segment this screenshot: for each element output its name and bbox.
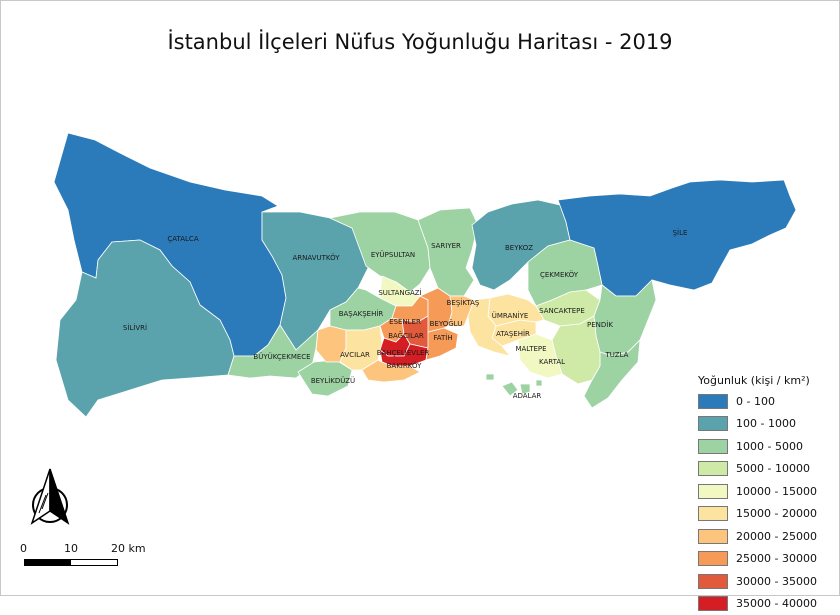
legend-items: 0 - 100 100 - 1000 1000 - 5000 5000 - 10… — [698, 390, 817, 615]
legend-item: 20000 - 25000 — [698, 525, 817, 548]
legend-swatch — [698, 596, 728, 611]
label-besiktas: BEŞİKTAŞ — [447, 298, 480, 307]
legend-swatch — [698, 529, 728, 544]
district-adalar-island — [486, 374, 494, 380]
label-catalca: ÇATALCA — [167, 235, 198, 243]
scale-tick-10: 10 — [64, 542, 78, 555]
label-cekmekoy: ÇEKMEKÖY — [540, 270, 579, 279]
label-kartal: KARTAL — [539, 358, 565, 366]
legend-swatch — [698, 551, 728, 566]
legend-label: 10000 - 15000 — [736, 485, 817, 498]
label-bakirkoy: BAKIRKÖY — [387, 361, 422, 370]
legend-swatch — [698, 394, 728, 409]
district-fatih[interactable] — [426, 328, 458, 360]
label-tuzla: TUZLA — [605, 351, 629, 359]
legend-swatch — [698, 461, 728, 476]
legend-item: 25000 - 30000 — [698, 548, 817, 571]
legend-swatch — [698, 439, 728, 454]
label-bahcelievler: BAHÇELİEVLER — [377, 348, 430, 357]
legend-swatch — [698, 506, 728, 521]
legend-label: 1000 - 5000 — [736, 440, 803, 453]
scale-tick-0: 0 — [20, 542, 27, 555]
label-fatih: FATİH — [433, 333, 452, 342]
district-adalar-island — [536, 380, 542, 386]
legend-item: 5000 - 10000 — [698, 458, 817, 481]
legend-item: 10000 - 15000 — [698, 480, 817, 503]
scale-tick-20: 20 km — [111, 542, 146, 555]
label-maltepe: MALTEPE — [515, 345, 546, 353]
label-pendik: PENDİK — [587, 320, 613, 329]
label-sariyer: SARIYER — [431, 242, 461, 250]
label-silivri: SİLİVRİ — [123, 323, 147, 332]
label-sancaktepe: SANCAKTEPE — [539, 307, 585, 315]
legend-item: 0 - 100 — [698, 390, 817, 413]
legend-item: 15000 - 20000 — [698, 503, 817, 526]
label-atasehir: ATAŞEHİR — [496, 329, 530, 338]
label-sultangazi: SULTANGAZİ — [378, 288, 421, 297]
legend-item: 30000 - 35000 — [698, 570, 817, 593]
legend: Yoğunluk (kişi / km²) 0 - 100 100 - 1000… — [698, 374, 817, 615]
legend-item: 1000 - 5000 — [698, 435, 817, 458]
label-arnavutkoy: ARNAVUTKÖY — [292, 253, 340, 262]
scale-bar-graphic — [24, 559, 118, 566]
label-beyoglu: BEYOĞLU — [430, 319, 463, 328]
legend-label: 100 - 1000 — [736, 417, 796, 430]
label-beylikduzu: BEYLİKDÜZÜ — [311, 376, 355, 385]
legend-title: Yoğunluk (kişi / km²) — [698, 374, 817, 387]
label-beykoz: BEYKOZ — [505, 244, 533, 252]
label-avcilar: AVCILAR — [340, 351, 370, 359]
north-arrow-icon — [22, 465, 78, 529]
legend-label: 35000 - 40000 — [736, 597, 817, 610]
legend-label: 30000 - 35000 — [736, 575, 817, 588]
legend-label: 15000 - 20000 — [736, 507, 817, 520]
label-adalar: ADALAR — [513, 392, 542, 400]
legend-label: 0 - 100 — [736, 395, 775, 408]
legend-label: 20000 - 25000 — [736, 530, 817, 543]
label-umraniye: ÜMRANİYE — [492, 311, 529, 320]
label-sile: ŞİLE — [673, 228, 688, 237]
label-bagcilar: BAĞCILAR — [388, 331, 424, 340]
legend-swatch — [698, 484, 728, 499]
legend-item: 100 - 1000 — [698, 413, 817, 436]
label-basaksehir: BAŞAKŞEHİR — [339, 309, 384, 318]
legend-swatch — [698, 416, 728, 431]
label-esenler: ESENLER — [389, 318, 421, 326]
label-eyupsultan: EYÜPSULTAN — [371, 250, 415, 259]
label-buyukcekmece: BÜYÜKÇEKMECE — [253, 352, 310, 361]
legend-swatch — [698, 574, 728, 589]
legend-label: 5000 - 10000 — [736, 462, 810, 475]
legend-label: 25000 - 30000 — [736, 552, 817, 565]
